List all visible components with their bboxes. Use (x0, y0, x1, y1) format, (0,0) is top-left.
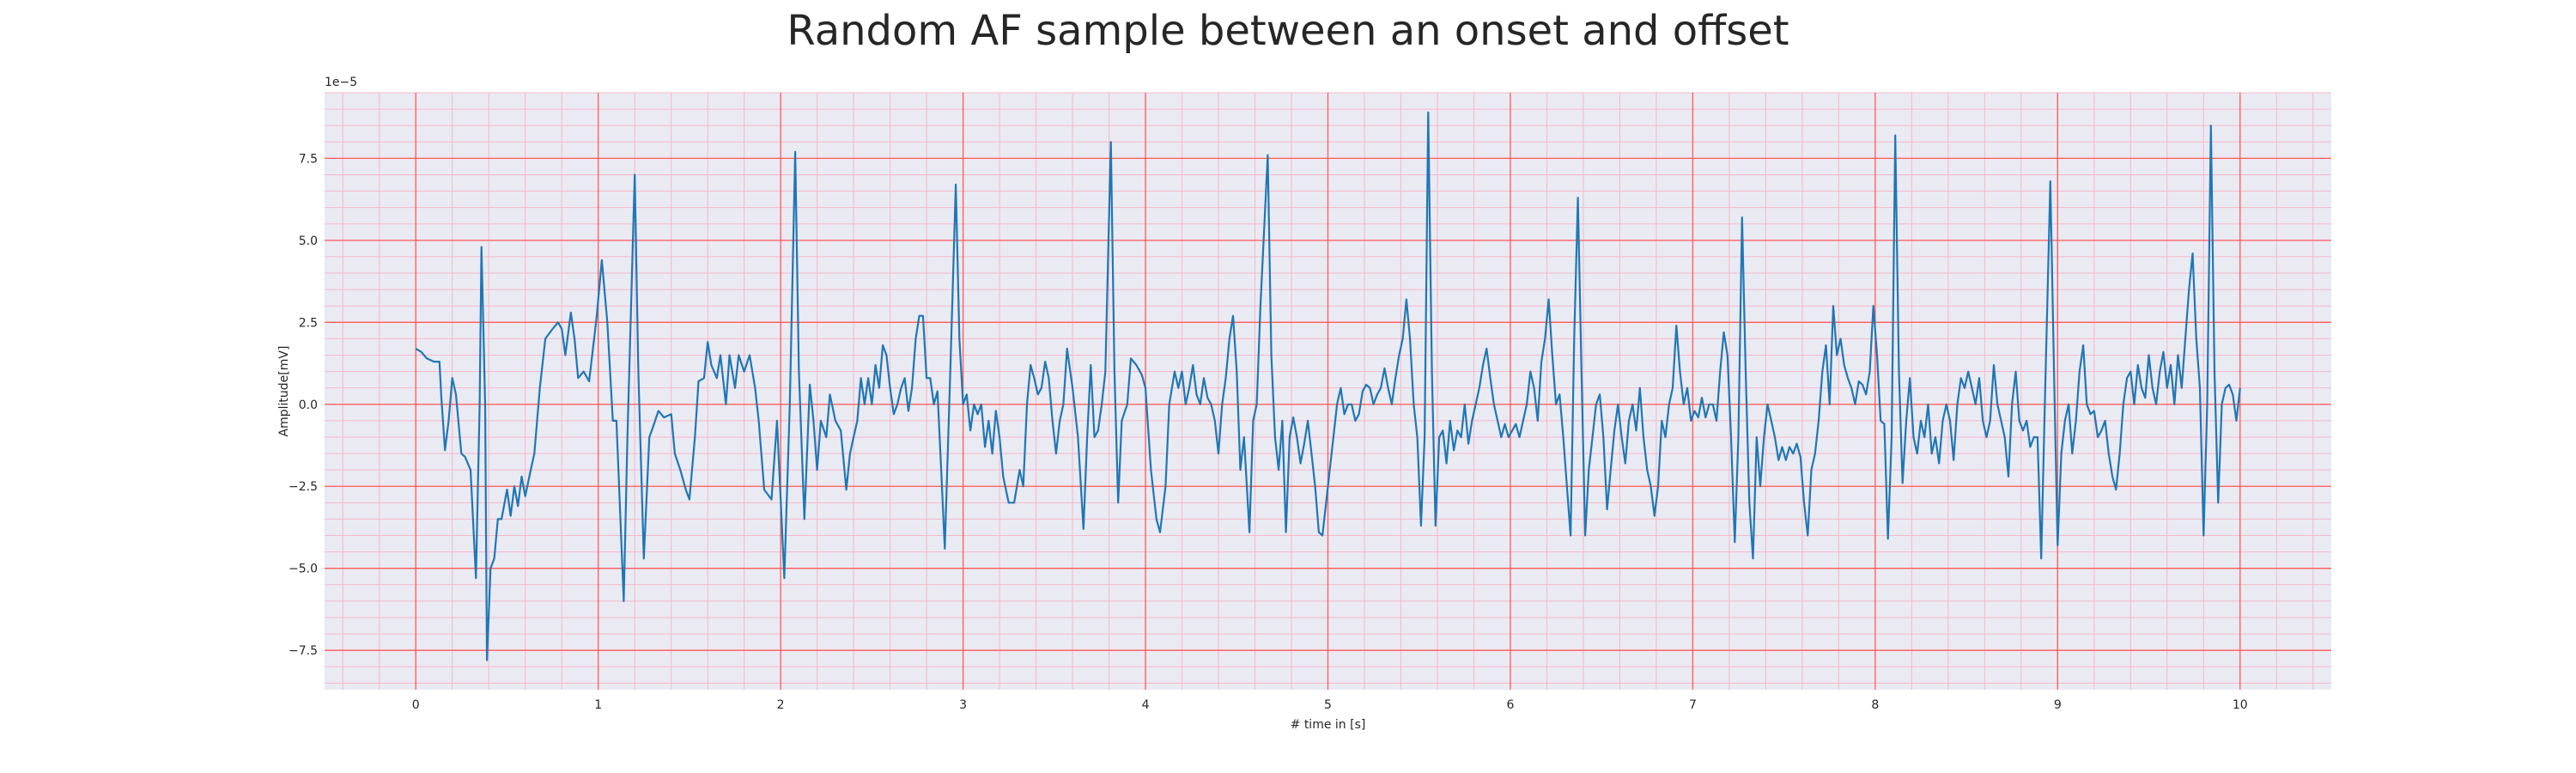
y-offset-text: 1e−5 (325, 76, 357, 89)
x-tick-label: 6 (1506, 698, 1514, 712)
x-axis-label: # time in [s] (1291, 718, 1366, 732)
chart-title: Random AF sample between an onset and of… (787, 7, 1789, 55)
x-tick-label: 7 (1689, 698, 1697, 712)
y-tick-label: 0.0 (299, 399, 318, 412)
y-tick-label: 5.0 (299, 234, 318, 248)
major-grid (325, 93, 2331, 690)
y-tick-label: 7.5 (299, 152, 318, 166)
y-tick-label: −7.5 (289, 644, 318, 658)
x-tick-label: 5 (1324, 698, 1332, 712)
y-tick-label: −5.0 (289, 563, 318, 576)
x-tick-label: 8 (1871, 698, 1879, 712)
series-line (415, 111, 2241, 661)
y-tick-label: 2.5 (299, 316, 318, 330)
y-axis-label: Amplitude[mV] (277, 346, 291, 437)
x-tick-label: 1 (594, 698, 602, 712)
x-tick-labels: 0 1 2 3 4 5 6 7 8 9 10 (412, 698, 2248, 712)
x-tick-label: 0 (412, 698, 420, 712)
y-tick-label: −2.5 (289, 480, 318, 494)
x-tick-label: 3 (959, 698, 967, 712)
x-tick-label: 10 (2233, 698, 2248, 712)
x-tick-label: 9 (2054, 698, 2062, 712)
y-tick-labels: −7.5 −5.0 −2.5 0.0 2.5 5.0 7.5 (289, 152, 318, 658)
x-tick-label: 4 (1142, 698, 1150, 712)
x-tick-label: 2 (777, 698, 785, 712)
